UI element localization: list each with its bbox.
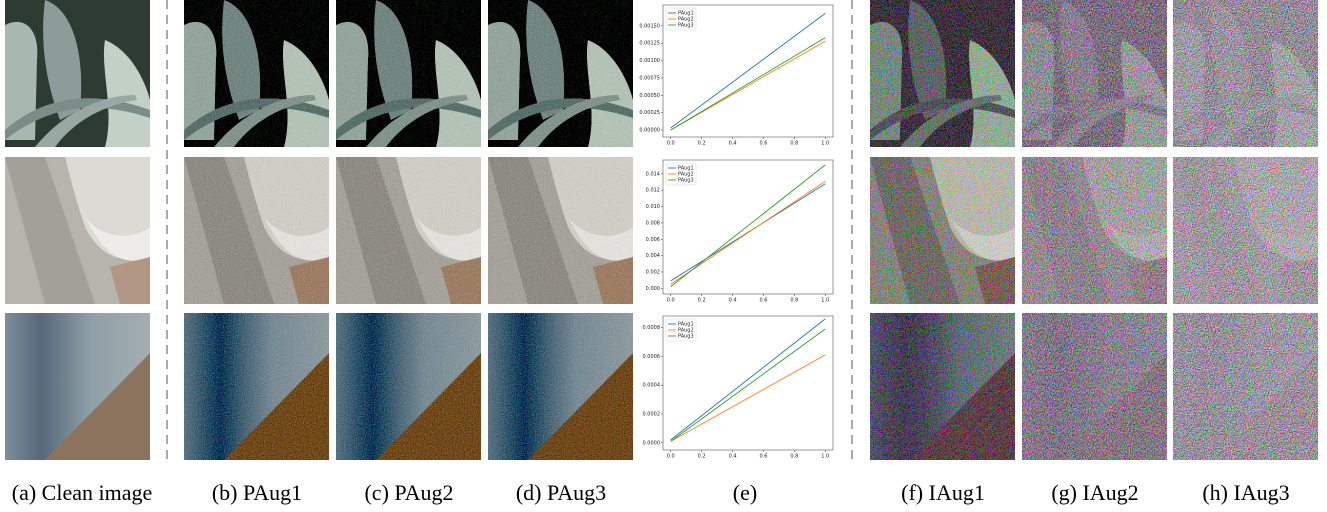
y-tick-label: 0.00000	[639, 128, 660, 134]
y-tick-label: 0.00075	[639, 75, 660, 81]
legend-label: PAug2	[678, 172, 694, 178]
series-line	[670, 37, 826, 131]
y-tick-label: 0.0004	[643, 383, 661, 389]
y-tick-label: 0.00150	[639, 23, 660, 29]
y-tick-label: 0.004	[646, 253, 660, 259]
caption: (b) PAug1	[212, 480, 302, 505]
y-tick-label: 0.0002	[643, 411, 661, 417]
caption: (f) IAug1	[901, 480, 985, 505]
legend-box	[665, 7, 697, 31]
caption: (h) IAug3	[1202, 480, 1289, 505]
x-tick-label: 1.0	[821, 454, 829, 460]
clean-image	[5, 0, 150, 147]
x-tick-label: 0.0	[667, 298, 675, 304]
paug-image	[184, 0, 329, 147]
paug-image	[184, 157, 329, 304]
iaug-image	[870, 0, 1015, 147]
charts: 0.00000 0.00025 0.00050 0.00075 0.00100 0.001…	[639, 4, 834, 460]
legend-label: PAug1	[678, 166, 694, 172]
iaug-image	[870, 157, 1015, 304]
x-tick-label: 0.6	[759, 454, 767, 460]
x-tick-label: 0.2	[698, 141, 706, 147]
iaug-image	[1022, 313, 1167, 460]
y-tick-label: 0.002	[646, 269, 660, 275]
y-tick-label: 0.00100	[639, 58, 660, 64]
iaug-image	[1173, 0, 1318, 147]
paug-image	[488, 313, 633, 460]
caption: (d) PAug3	[516, 480, 606, 505]
legend-box	[665, 318, 697, 342]
x-tick-label: 1.0	[821, 298, 829, 304]
paug-image	[336, 0, 481, 147]
line-chart: 0.00000 0.00025 0.00050 0.00075 0.00100 0.001…	[639, 4, 834, 147]
caption: (g) IAug2	[1051, 480, 1138, 505]
paug-image	[488, 0, 633, 147]
legend-label: PAug2	[678, 17, 694, 23]
x-tick-label: 0.6	[759, 298, 767, 304]
iaug-image	[870, 313, 1015, 460]
image-grid	[5, 0, 1318, 460]
paug-image	[488, 157, 633, 304]
line-chart: 0.000 0.002 0.004 0.006 0.008 0.010 0.012 0.014…	[646, 159, 834, 304]
x-tick-label: 0.2	[698, 298, 706, 304]
y-tick-label: 0.010	[646, 204, 660, 210]
series-line	[670, 180, 826, 285]
y-tick-label: 0.00050	[639, 93, 660, 99]
x-tick-label: 0.6	[759, 141, 767, 147]
legend-box	[665, 162, 697, 186]
series-line	[670, 328, 826, 442]
iaug-image	[1173, 157, 1318, 304]
x-tick-label: 0.8	[790, 298, 798, 304]
y-tick-label: 0.00025	[639, 110, 660, 116]
series-line	[670, 40, 826, 131]
x-tick-label: 0.0	[667, 141, 675, 147]
clean-image	[5, 157, 150, 304]
x-tick-label: 0.0	[667, 454, 675, 460]
iaug-image	[1022, 0, 1167, 147]
iaug-image	[1173, 313, 1318, 460]
series-line	[670, 12, 826, 129]
caption: (a) Clean image	[12, 480, 153, 505]
paug-image	[336, 313, 481, 460]
series-line	[670, 164, 826, 288]
y-tick-label: 0.006	[646, 237, 660, 243]
legend-label: PAug2	[678, 328, 694, 334]
captions: (a) Clean image (b) PAug1 (c) PAug2 (d) PAu…	[12, 480, 1290, 505]
y-tick-label: 0.000	[646, 286, 660, 292]
caption: (c) PAug2	[364, 480, 453, 505]
legend-label: PAug1	[678, 322, 694, 328]
series-line	[670, 318, 826, 441]
clean-image	[5, 313, 150, 460]
caption: (e)	[733, 480, 757, 505]
y-tick-label: 0.0006	[643, 354, 661, 360]
x-tick-label: 0.8	[790, 141, 798, 147]
y-tick-label: 0.00125	[639, 41, 660, 47]
y-tick-label: 0.014	[646, 171, 660, 177]
x-tick-label: 0.8	[790, 454, 798, 460]
x-tick-label: 0.2	[698, 454, 706, 460]
y-tick-label: 0.0008	[643, 325, 661, 331]
legend-label: PAug3	[678, 334, 694, 340]
x-tick-label: 0.4	[729, 141, 737, 147]
x-tick-label: 0.4	[729, 298, 737, 304]
y-tick-label: 0.008	[646, 220, 660, 226]
paug-image	[336, 157, 481, 304]
iaug-image	[1022, 157, 1167, 304]
line-chart: 0.0000 0.0002 0.0004 0.0006 0.0008 0.0 0.2 0.4 0…	[643, 315, 834, 460]
legend-label: PAug1	[678, 11, 694, 17]
x-tick-label: 1.0	[821, 141, 829, 147]
legend-label: PAug3	[678, 23, 694, 29]
legend-label: PAug3	[678, 178, 694, 184]
paug-image	[184, 313, 329, 460]
y-tick-label: 0.012	[646, 188, 660, 194]
x-tick-label: 0.4	[729, 454, 737, 460]
series-line	[670, 354, 826, 442]
y-tick-label: 0.0000	[643, 440, 661, 446]
